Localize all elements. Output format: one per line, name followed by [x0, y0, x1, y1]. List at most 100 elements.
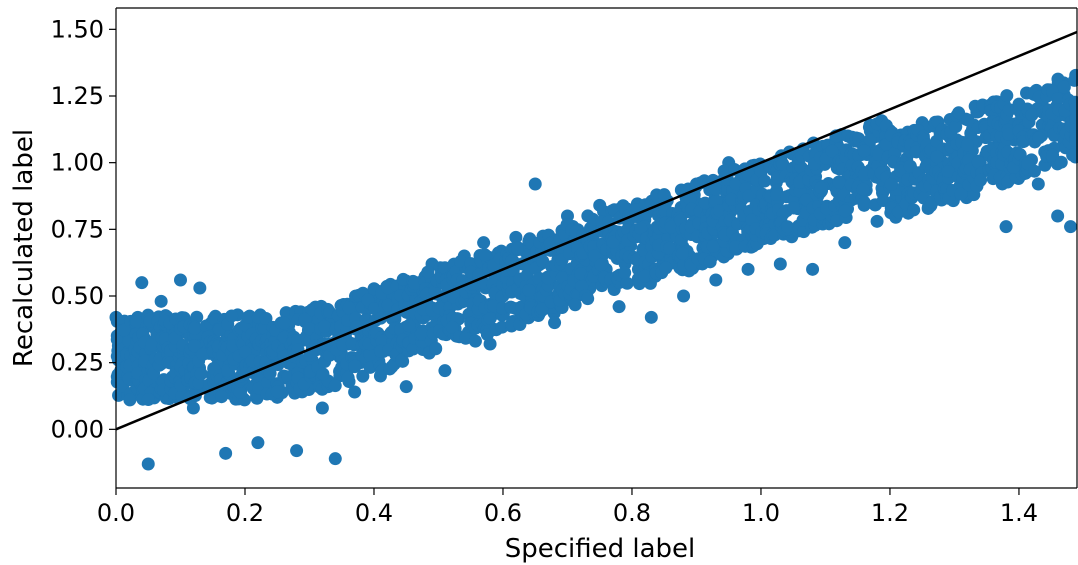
- scatter-point: [368, 302, 382, 316]
- scatter-point: [930, 150, 944, 164]
- scatter-point: [832, 175, 846, 189]
- scatter-point: [130, 315, 144, 329]
- scatter-point: [438, 364, 452, 378]
- scatter-point: [709, 182, 723, 196]
- scatter-point: [1069, 133, 1078, 147]
- scatter-point: [960, 138, 974, 152]
- scatter-point: [712, 204, 726, 218]
- scatter-point: [1054, 155, 1068, 169]
- scatter-point: [703, 255, 717, 269]
- scatter-point: [194, 367, 208, 381]
- scatter-point: [396, 272, 410, 286]
- scatter-point: [971, 155, 985, 169]
- scatter-point: [568, 298, 582, 312]
- x-tick-label: 0.0: [97, 499, 135, 527]
- scatter-point: [884, 177, 898, 191]
- scatter-point: [1031, 177, 1045, 191]
- scatter-point: [941, 164, 955, 178]
- scatter-point: [535, 302, 549, 316]
- scatter-point: [348, 385, 362, 399]
- scatter-point: [317, 320, 331, 334]
- scatter-point: [188, 339, 202, 353]
- scatter-point: [190, 310, 204, 324]
- scatter-point: [683, 192, 697, 206]
- scatter-point: [154, 294, 168, 308]
- scatter-point: [856, 182, 870, 196]
- scatter-point: [196, 347, 210, 361]
- scatter-point: [302, 322, 316, 336]
- scatter-point: [415, 327, 429, 341]
- scatter-point: [477, 236, 491, 250]
- y-tick-label: 1.50: [51, 15, 104, 43]
- scatter-point: [725, 192, 739, 206]
- scatter-point: [135, 276, 149, 290]
- scatter-point: [806, 262, 820, 276]
- scatter-point: [857, 167, 871, 181]
- scatter-point: [522, 283, 536, 297]
- scatter-point: [528, 177, 542, 191]
- scatter-point: [270, 385, 284, 399]
- scatter-point: [729, 177, 743, 191]
- y-tick-label: 0.25: [51, 349, 104, 377]
- scatter-point: [662, 241, 676, 255]
- scatter-point: [894, 164, 908, 178]
- x-axis-label: Specified label: [505, 534, 696, 564]
- scatter-point: [664, 220, 678, 234]
- scatter-point: [363, 348, 377, 362]
- scatter-point: [907, 203, 921, 217]
- scatter-point: [345, 337, 359, 351]
- scatter-point: [316, 367, 330, 381]
- scatter-point: [315, 401, 329, 415]
- scatter-point: [342, 301, 356, 315]
- scatter-point: [863, 133, 877, 147]
- scatter-point: [259, 312, 273, 326]
- x-tick-label: 0.6: [484, 499, 522, 527]
- x-tick-label: 1.0: [742, 499, 780, 527]
- scatter-point: [341, 371, 355, 385]
- y-tick-label: 1.00: [51, 149, 104, 177]
- scatter-point: [277, 316, 291, 330]
- scatter-point: [857, 196, 871, 210]
- scatter-point: [999, 220, 1013, 234]
- scatter-point: [188, 321, 202, 335]
- scatter-point: [787, 201, 801, 215]
- scatter-point: [618, 266, 632, 280]
- scatter-point: [1064, 220, 1078, 234]
- y-tick-label: 0.75: [51, 215, 104, 243]
- scatter-point: [509, 230, 523, 244]
- scatter-point: [407, 277, 421, 291]
- scatter-point: [634, 221, 648, 235]
- scatter-point: [215, 390, 229, 404]
- y-axis-label: Recalculated label: [9, 129, 39, 367]
- scatter-point: [356, 369, 370, 383]
- scatter-point: [173, 273, 187, 287]
- scatter-point: [825, 144, 839, 158]
- scatter-point: [709, 273, 723, 287]
- scatter-point: [141, 392, 155, 406]
- scatter-point: [406, 342, 420, 356]
- scatter-point: [1025, 108, 1039, 122]
- reference-line-group: [115, 30, 1078, 431]
- scatter-point: [399, 380, 413, 394]
- scatter-point: [952, 106, 966, 120]
- scatter-point: [429, 342, 443, 356]
- scatter-point: [193, 281, 207, 295]
- y-tick-label: 0.50: [51, 282, 104, 310]
- scatter-points: [109, 68, 1078, 471]
- scatter-point: [838, 236, 852, 250]
- scatter-point: [773, 257, 787, 271]
- x-tick-label: 1.4: [1000, 499, 1038, 527]
- scatter-point: [659, 261, 673, 275]
- axes: [115, 7, 1078, 489]
- scatter-point: [954, 187, 968, 201]
- scatter-point: [776, 157, 790, 171]
- scatter-point: [1066, 148, 1078, 162]
- scatter-point: [395, 353, 409, 367]
- scatter-point: [1051, 92, 1065, 106]
- scatter-point: [117, 323, 131, 337]
- scatter-point: [241, 310, 255, 324]
- scatter-point: [290, 444, 304, 458]
- y-tick-label: 1.25: [51, 82, 104, 110]
- scatter-point: [123, 393, 137, 407]
